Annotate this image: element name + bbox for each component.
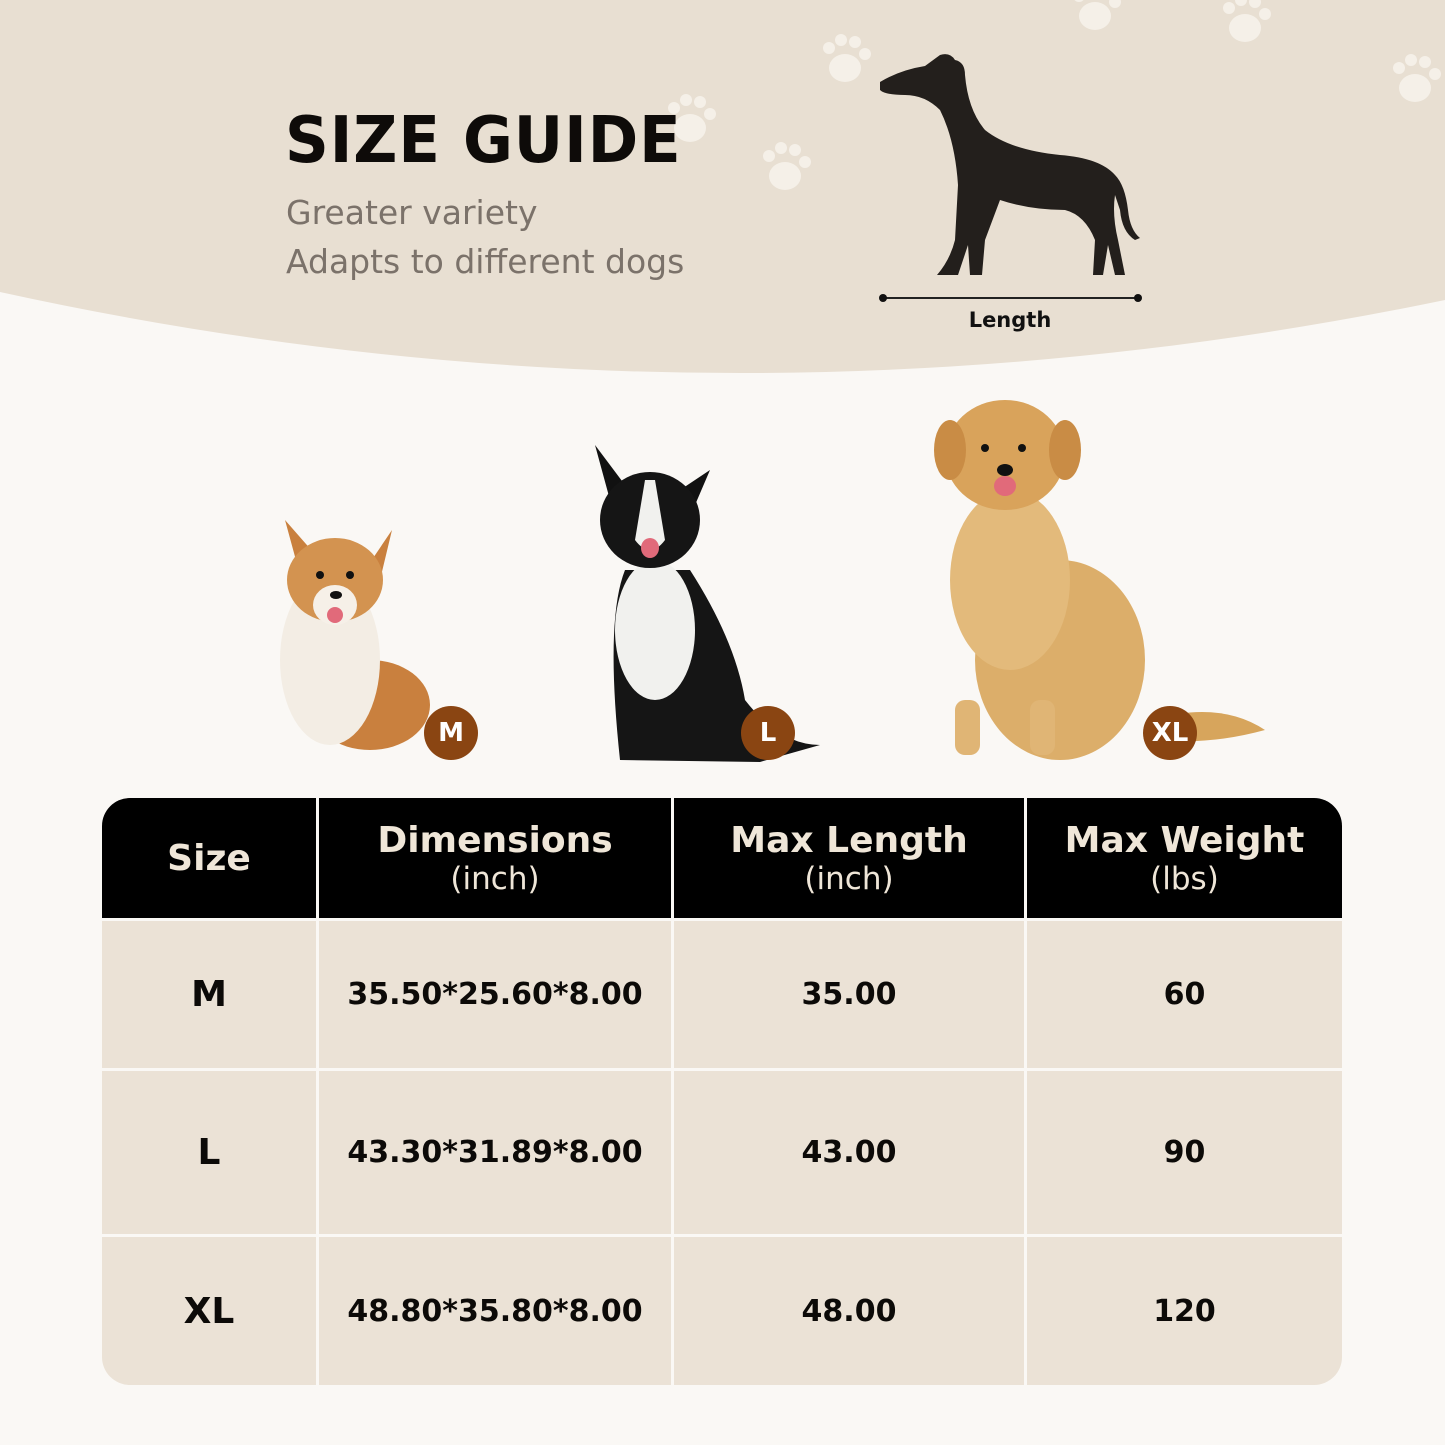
page-title: SIZE GUIDE xyxy=(285,104,682,178)
cell-max-length: 43.00 xyxy=(674,1068,1027,1234)
golden-retriever-photo xyxy=(934,400,1265,760)
header-label: Dimensions xyxy=(377,819,613,861)
table-row: L 43.30*31.89*8.00 43.00 90 xyxy=(102,1068,1342,1234)
size-badge-m: M xyxy=(424,706,478,760)
size-badge-l: L xyxy=(741,706,795,760)
table-header-row: Size Dimensions (inch) Max Length (inch) M… xyxy=(102,798,1342,918)
size-badge-xl: XL xyxy=(1143,706,1197,760)
header-dimensions: Dimensions (inch) xyxy=(319,798,674,918)
corgi-photo xyxy=(280,520,430,750)
header-unit: (lbs) xyxy=(1150,860,1219,897)
cell-dimensions: 43.30*31.89*8.00 xyxy=(319,1068,674,1234)
header-band xyxy=(0,0,1445,374)
table-row: XL 48.80*35.80*8.00 48.00 120 xyxy=(102,1234,1342,1385)
header-unit: (inch) xyxy=(804,860,894,897)
cell-max-weight: 120 xyxy=(1027,1234,1342,1385)
cell-dimensions: 48.80*35.80*8.00 xyxy=(319,1234,674,1385)
table-row: M 35.50*25.60*8.00 35.00 60 xyxy=(102,918,1342,1068)
border-collie-photo xyxy=(595,445,820,762)
cell-max-length: 48.00 xyxy=(674,1234,1027,1385)
header-max-length: Max Length (inch) xyxy=(674,798,1027,918)
header-unit: (inch) xyxy=(450,860,540,897)
length-label: Length xyxy=(968,308,1052,332)
cell-dimensions: 35.50*25.60*8.00 xyxy=(319,918,674,1068)
header-label: Size xyxy=(167,837,251,879)
header-label: Max Weight xyxy=(1064,819,1305,861)
cell-max-weight: 90 xyxy=(1027,1068,1342,1234)
size-table: Size Dimensions (inch) Max Length (inch) M… xyxy=(102,798,1342,1385)
cell-size: L xyxy=(102,1068,319,1234)
paw-print-icons xyxy=(668,0,1441,190)
subtitle-line: Adapts to different dogs xyxy=(286,242,685,281)
cell-size: XL xyxy=(102,1234,319,1385)
cell-max-weight: 60 xyxy=(1027,918,1342,1068)
cell-size: M xyxy=(102,918,319,1068)
cell-max-length: 35.00 xyxy=(674,918,1027,1068)
header-label: Max Length xyxy=(730,819,968,861)
header-max-weight: Max Weight (lbs) xyxy=(1027,798,1342,918)
dog-silhouette-icon xyxy=(880,54,1140,275)
header-size: Size xyxy=(102,798,319,918)
subtitle-line: Greater variety xyxy=(286,193,538,232)
